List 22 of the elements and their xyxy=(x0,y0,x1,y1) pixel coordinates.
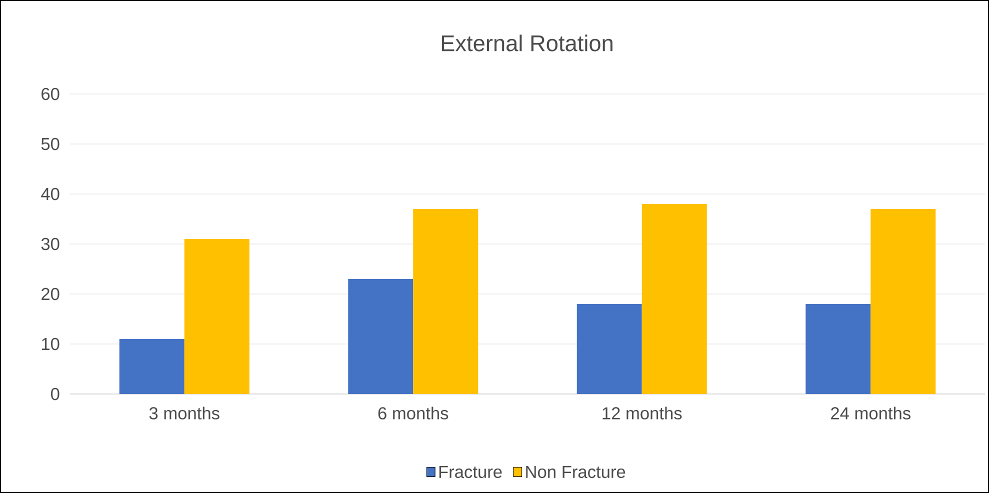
x-tick-label: 6 months xyxy=(378,406,448,420)
legend-label: Fracture xyxy=(439,466,502,478)
legend-label: Non Fracture xyxy=(526,466,626,478)
y-tick-label: 20 xyxy=(42,288,60,300)
y-tick-label: 50 xyxy=(41,138,60,150)
bar xyxy=(806,304,871,394)
y-tick-label: 0 xyxy=(50,388,60,400)
bar xyxy=(413,209,478,394)
x-tick-label: 24 months xyxy=(831,406,910,420)
bar xyxy=(184,238,250,394)
y-tick-label: 60 xyxy=(42,88,60,100)
chart-title: External Rotation xyxy=(442,34,612,52)
bar xyxy=(119,339,184,394)
bar xyxy=(642,204,707,394)
x-tick-label: 12 months xyxy=(602,406,682,420)
y-tick-label: 40 xyxy=(41,188,60,200)
y-tick-label: 30 xyxy=(41,238,60,250)
x-tick-label: 3 months xyxy=(149,406,220,420)
y-tick-label: 10 xyxy=(42,338,60,350)
bar xyxy=(870,209,936,394)
bar xyxy=(576,304,642,394)
bar xyxy=(348,279,414,394)
